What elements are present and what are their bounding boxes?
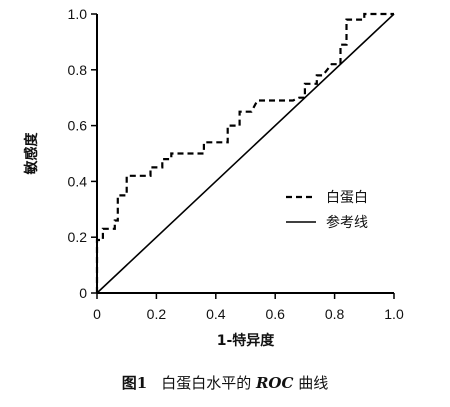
figure-number: 图1 xyxy=(121,374,148,392)
x-tick-label: 1.0 xyxy=(384,306,404,322)
legend-label: 参考线 xyxy=(326,214,368,231)
axes xyxy=(96,14,394,294)
x-axis-title: 1-特异度 xyxy=(217,332,276,349)
tick-labels: 0 0.2 0.4 0.6 0.8 1.0 0 0.2 0.4 0.6 0.8 1.0 xyxy=(68,6,404,322)
y-tick-label: 1.0 xyxy=(68,6,88,22)
x-tick-label: 0.2 xyxy=(147,306,167,322)
x-tick-label: 0.4 xyxy=(206,306,226,322)
x-tick-label: 0.6 xyxy=(265,306,285,322)
legend-label: 白蛋白 xyxy=(326,190,368,206)
series-line-albumin xyxy=(95,12,394,293)
caption-text-before: 白蛋白水平的 xyxy=(161,374,256,392)
y-axis-title: 敏感度 xyxy=(23,132,40,176)
series-layer xyxy=(95,12,395,294)
y-tick-label: 0.4 xyxy=(68,173,88,189)
y-tick-label: 0 xyxy=(79,285,87,301)
y-tick-label: 0.6 xyxy=(68,118,88,134)
caption-roc: ROC xyxy=(255,374,294,392)
y-tick-label: 0.2 xyxy=(68,229,88,245)
y-tick-label: 0.8 xyxy=(68,62,88,78)
tick-marks xyxy=(91,13,395,299)
roc-chart: 0 0.2 0.4 0.6 0.8 1.000.20.40.60.81.0 白蛋白参考线 … xyxy=(23,6,404,349)
reference-line xyxy=(96,13,395,294)
x-tick-label: 0.8 xyxy=(325,306,345,322)
figure-caption: 图1 白蛋白水平的 ROC 曲线 xyxy=(0,372,450,393)
x-tick-label: 0 xyxy=(93,306,101,322)
caption-text-after: 曲线 xyxy=(293,374,329,392)
